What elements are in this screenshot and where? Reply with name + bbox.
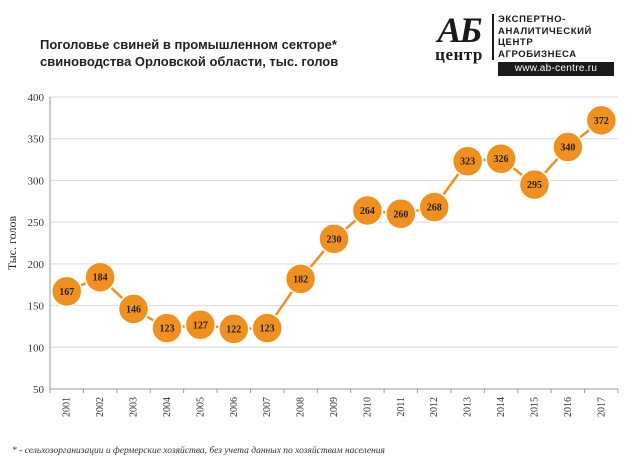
data-label-2002: 184 (93, 273, 108, 284)
x-tick-label-2007: 2007 (262, 397, 273, 417)
logo-url[interactable]: www.ab-centre.ru (498, 62, 614, 76)
data-label-2003: 146 (126, 304, 141, 315)
data-point-2013[interactable] (451, 145, 484, 177)
data-label-2001: 167 (59, 287, 74, 298)
y-axis-label: Тыс. голов (5, 216, 19, 271)
x-tick-label-2014: 2014 (496, 397, 507, 417)
data-label-2007: 123 (260, 324, 275, 335)
data-point-2008[interactable] (284, 263, 317, 295)
data-label-2012: 268 (427, 203, 442, 214)
x-tick-label-2011: 2011 (396, 397, 407, 417)
logo-text: ЭКСПЕРТНО- АНАЛИТИЧЕСКИЙ ЦЕНТР АГРОБИЗНЕ… (498, 14, 618, 60)
data-label-2005: 127 (193, 320, 208, 331)
x-tick-label-2017: 2017 (596, 397, 607, 417)
x-tick-label-2015: 2015 (529, 397, 540, 417)
chart-title-line-1: Поголовье свиней в промышленном секторе* (40, 37, 337, 52)
y-tick-label-300: 300 (28, 175, 45, 187)
data-point-2003[interactable] (117, 293, 150, 325)
data-point-2015[interactable] (518, 168, 551, 201)
logo-text-line-4: АГРОБИЗНЕСА (498, 48, 577, 60)
x-tick-label-2005: 2005 (195, 397, 206, 417)
data-label-2010: 264 (360, 206, 375, 217)
data-point-2007[interactable] (251, 312, 283, 344)
logo-mark: АБ центр (428, 12, 490, 72)
data-point-2011[interactable] (385, 198, 417, 230)
y-tick-label-400: 400 (28, 92, 45, 104)
x-tick-label-2008: 2008 (296, 397, 307, 417)
data-point-2004[interactable] (151, 312, 183, 344)
y-tick-label-150: 150 (28, 301, 45, 313)
data-label-2017: 372 (594, 116, 609, 127)
data-point-2010[interactable] (351, 194, 384, 227)
data-point-2006[interactable] (218, 313, 250, 345)
x-tick-label-2006: 2006 (229, 397, 240, 417)
x-tick-label-2013: 2013 (463, 397, 474, 417)
logo-text-line-1: ЭКСПЕРТНО- (498, 14, 566, 25)
data-point-2017[interactable] (585, 104, 618, 137)
logo-text-line-3: ЦЕНТР (498, 37, 534, 48)
data-label-2006: 122 (226, 324, 241, 335)
data-label-2015: 295 (527, 180, 542, 191)
data-point-2012[interactable] (418, 191, 450, 223)
data-point-2002[interactable] (84, 261, 116, 293)
x-tick-label-2010: 2010 (362, 397, 373, 417)
chart-title-line-2: свиноводства Орловской области, тыс. гол… (40, 54, 339, 69)
data-point-2009[interactable] (318, 223, 350, 255)
data-point-2001[interactable] (50, 275, 83, 308)
logo-text-line-2: АНАЛИТИЧЕСКИЙ (498, 25, 592, 37)
data-label-2004: 123 (159, 324, 174, 335)
x-tick-label-2012: 2012 (429, 397, 440, 417)
data-label-2013: 323 (460, 157, 475, 168)
data-label-2014: 326 (494, 154, 509, 165)
axes: 50 100 150 200 250 300 350 400 2001 2002 2003 2004 2… (28, 92, 619, 417)
data-label-2008: 182 (293, 274, 308, 285)
footnote: * - сельхозорганизации и фермерские хозя… (12, 446, 385, 456)
data-label-2011: 260 (393, 209, 408, 220)
data-point-2016[interactable] (552, 131, 584, 163)
x-tick-label-2002: 2002 (95, 397, 106, 417)
x-tick-label-2009: 2009 (329, 397, 340, 417)
x-tick-label-2004: 2004 (162, 397, 173, 417)
data-point-2014[interactable] (485, 142, 517, 175)
ab-centre-logo[interactable]: АБ центр ЭКСПЕРТНО- АНАЛИТИЧЕСКИЙ ЦЕНТР … (428, 12, 618, 78)
y-tick-label-250: 250 (28, 217, 45, 229)
logo-divider (492, 14, 494, 60)
data-label-2016: 340 (560, 143, 575, 154)
y-tick-label-50: 50 (33, 384, 45, 396)
data-point-2005[interactable] (184, 309, 217, 341)
x-tick-label-2003: 2003 (129, 397, 140, 417)
chart-title: Поголовье свиней в промышленном секторе*… (40, 36, 380, 70)
x-tick-label-2001: 2001 (62, 397, 73, 417)
data-markers: 167 184 146 123 127 122 123 182 230 264 260 268 323 3… (50, 104, 618, 345)
y-tick-label-100: 100 (28, 342, 45, 354)
logo-mark-ab: АБ (437, 10, 483, 50)
y-tick-label-200: 200 (28, 259, 45, 271)
logo-mark-center: центр (435, 45, 483, 64)
x-tick-label-2016: 2016 (563, 397, 574, 417)
data-label-2009: 230 (327, 234, 342, 245)
y-tick-label-350: 350 (28, 134, 45, 146)
